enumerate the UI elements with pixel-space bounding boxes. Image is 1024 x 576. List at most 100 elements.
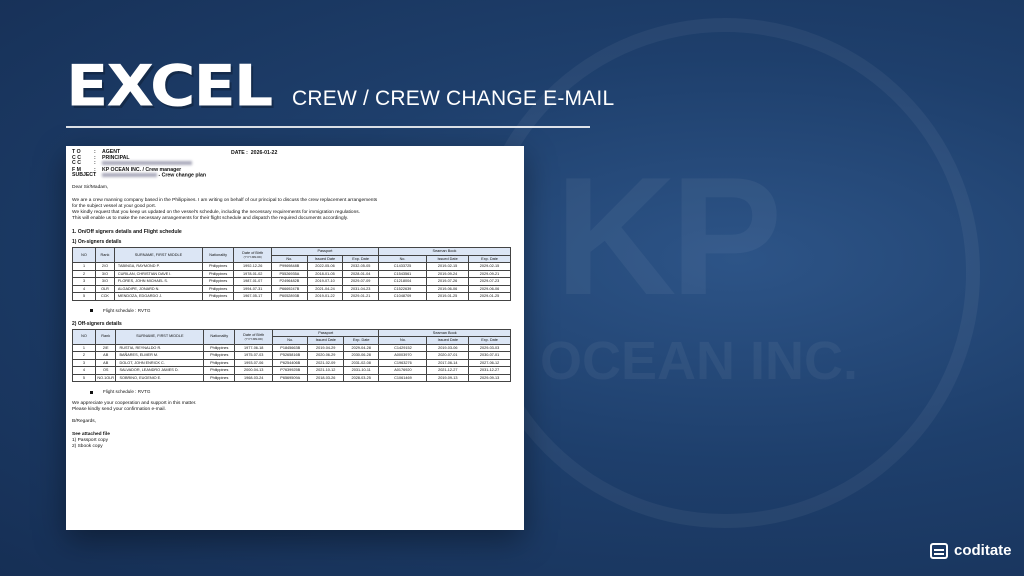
cell-sb_no: C1048709 — [377, 292, 428, 301]
flight-schedule-on: Flight schedule : RVTG — [90, 308, 518, 314]
cell-rank: 3/O — [95, 269, 115, 279]
cell-nat: Philippines — [201, 292, 235, 301]
table-row: 4 OS SALVADOR, LEANDRO JAMES D. Philippines… — [72, 366, 511, 375]
cell-pp_issued: 2021-02-09 — [307, 358, 344, 368]
cell-name: DOLOT, JOHN ENRICK C. — [115, 358, 205, 368]
cell-dob: 1968-03-24 — [234, 373, 273, 383]
table-row: 4 OLR ALGADIPE, JONARD N. Philippines 1994-0… — [71, 284, 511, 294]
cell-dob: 2000-04-13 — [234, 366, 273, 375]
cell-rank: OS — [94, 366, 117, 375]
cell-sb_exp: 2029-01-25 — [468, 292, 511, 301]
cell-pp_issued: 2020-06-29 — [307, 351, 344, 360]
cell-pp_issued: 2021-10-12 — [307, 366, 344, 375]
cell-no: 5 — [72, 373, 96, 383]
flight-schedule-off: Flight schedule : RVTG — [90, 389, 518, 395]
cell-dob: 1993-07-06 — [234, 358, 273, 368]
cell-nat: Philippines — [203, 351, 236, 360]
cell-sb_no: A0003970 — [378, 351, 428, 360]
cell-sb_exp: 2030-07-01 — [468, 351, 511, 360]
cell-name: SOBRINO, EUGENIO E. — [115, 373, 205, 383]
cell-pp_exp: 2029-07-09 — [342, 277, 379, 286]
cell-no: 4 — [71, 284, 97, 294]
cell-dob: 1978-01-02 — [233, 269, 273, 279]
title-divider — [66, 126, 590, 128]
cell-pp_issued: 2018-01-05 — [306, 269, 344, 279]
cell-name: BAÑARES, ELMER M. — [115, 351, 205, 360]
cell-no: 1 — [72, 343, 96, 353]
attachment-sbook: 2) Sbook copy — [72, 444, 103, 450]
cell-sb_issued: 2017-06-14 — [426, 358, 470, 368]
cell-pp_exp: 2030-06-28 — [342, 351, 380, 360]
cell-sb_exp: 2029-09-13 — [468, 373, 511, 383]
cell-sb_no: C1963276 — [378, 358, 428, 368]
cell-pp_exp: 2031-04-23 — [342, 284, 379, 294]
cell-no: 5 — [71, 292, 97, 301]
cell-dob: 1967-05-17 — [233, 292, 273, 301]
cell-pp_exp: 2032-05-05 — [342, 262, 379, 271]
cell-nat: Philippines — [203, 343, 236, 353]
cell-rank: AB — [94, 351, 117, 360]
cell-sb_exp: 2029-09-21 — [468, 269, 511, 279]
cell-pp_exp: 2028-01-04 — [342, 269, 379, 279]
cell-pp_issued: 2019-04-29 — [307, 343, 344, 353]
cell-pp_no: P5265816B — [271, 351, 309, 360]
cell-rank: AB — [94, 358, 117, 368]
cell-dob: 1987-01-07 — [233, 277, 273, 286]
attachments-title: See attached file — [72, 431, 110, 437]
cell-dob: 1977-06-18 — [234, 343, 273, 353]
cell-rank: 2/E — [94, 343, 117, 353]
watermark-logo: KP — [555, 142, 782, 330]
cell-no: 3 — [71, 277, 97, 286]
cell-sb_no: C1429152 — [378, 343, 428, 353]
cell-nat: Philippines — [201, 277, 235, 286]
cell-name: ALGADIPE, JONARD N. — [113, 284, 203, 294]
cell-pp_no: P5526935A — [271, 269, 308, 279]
cell-pp_exp: 2029-04-28 — [342, 343, 380, 353]
cell-nat: Philippines — [201, 262, 235, 271]
cell-pp_issued: 2018-03-26 — [307, 373, 344, 383]
cell-name: RUSTIA, REYNALDO R. — [115, 343, 205, 353]
cell-sb_issued: 2019-01-25 — [426, 292, 470, 301]
cell-no: 4 — [72, 366, 96, 375]
cell-dob: 1992-12-26 — [233, 262, 273, 271]
closing-paragraph: We appreciate your cooperation and suppo… — [72, 400, 197, 413]
cell-no: 1 — [71, 262, 97, 271]
table-row: 5 CCK MENDOZA, EDGARDO J. Philippines 1967-0… — [71, 292, 511, 301]
cell-rank: OLR — [95, 284, 115, 294]
cell-pp_no: P6669247B — [271, 284, 308, 294]
cell-no: 3 — [72, 358, 96, 368]
cell-sb_no: C1522639 — [377, 284, 428, 294]
cell-sb_exp: 2029-03-03 — [468, 343, 511, 353]
section-title: 1. On/Off signers details and Flight sch… — [72, 228, 182, 235]
cell-pp_issued: 2022-05-06 — [306, 262, 344, 271]
cell-name: MENDOZA, EDGARDO J. — [113, 292, 203, 301]
email-header: T O: AGENT C C: PRINCIPAL C C: F M: KP OCEA… — [72, 149, 207, 179]
cell-pp_issued: 2021-04-24 — [306, 284, 344, 294]
cell-pp_exp: 2031-02-08 — [342, 358, 380, 368]
cell-pp_no: P6052893B — [271, 292, 308, 301]
table-row: 1 2/O TABINGA, RAYMOND P. Philippines 1992-1… — [71, 262, 511, 271]
email-document: DATE : 2026-01-22 T O: AGENT C C: PRINCIPA… — [66, 146, 524, 530]
table-row: 5 NO.1OLR SOBRINO, EUGENIO E. Philippines 19… — [72, 373, 511, 383]
cell-rank: 3/O — [95, 277, 115, 286]
cell-sb_no: C1218004 — [377, 277, 428, 286]
cell-sb_exp: 2027-06-12 — [468, 358, 511, 368]
attachment-passport: 1) Passport copy — [72, 437, 108, 443]
slide-title: EXCEL — [66, 52, 273, 120]
cell-no: 2 — [72, 351, 96, 360]
off-signers-table: NO Rank SURNAME, FIRST MIDDLE Nationalit… — [72, 328, 511, 383]
watermark-company: OCEAN INC. — [540, 331, 859, 391]
brand-logo: coditate — [930, 542, 1012, 559]
redacted-address — [102, 161, 192, 166]
cell-name: CURILAN, CHRISTIAN DAVE I. — [113, 269, 203, 279]
cell-name: SALVADOR, LEANDRO JAMES D. — [115, 366, 205, 375]
cell-nat: Philippines — [203, 373, 236, 383]
redacted-vessel — [102, 173, 157, 178]
cell-pp_exp: 2029-01-21 — [342, 292, 379, 301]
cell-pp_no: P1845663B — [271, 343, 309, 353]
table-row: 2 AB BAÑARES, ELMER M. Philippines 1975-07-0… — [72, 351, 511, 360]
cell-sb_issued: 2019-02-15 — [426, 262, 470, 271]
cell-name: TABINGA, RAYMOND P. — [113, 262, 203, 271]
table-row: 1 2/E RUSTIA, REYNALDO R. Philippines 1977-0… — [72, 343, 511, 353]
cell-pp_no: P6254406B — [271, 358, 309, 368]
